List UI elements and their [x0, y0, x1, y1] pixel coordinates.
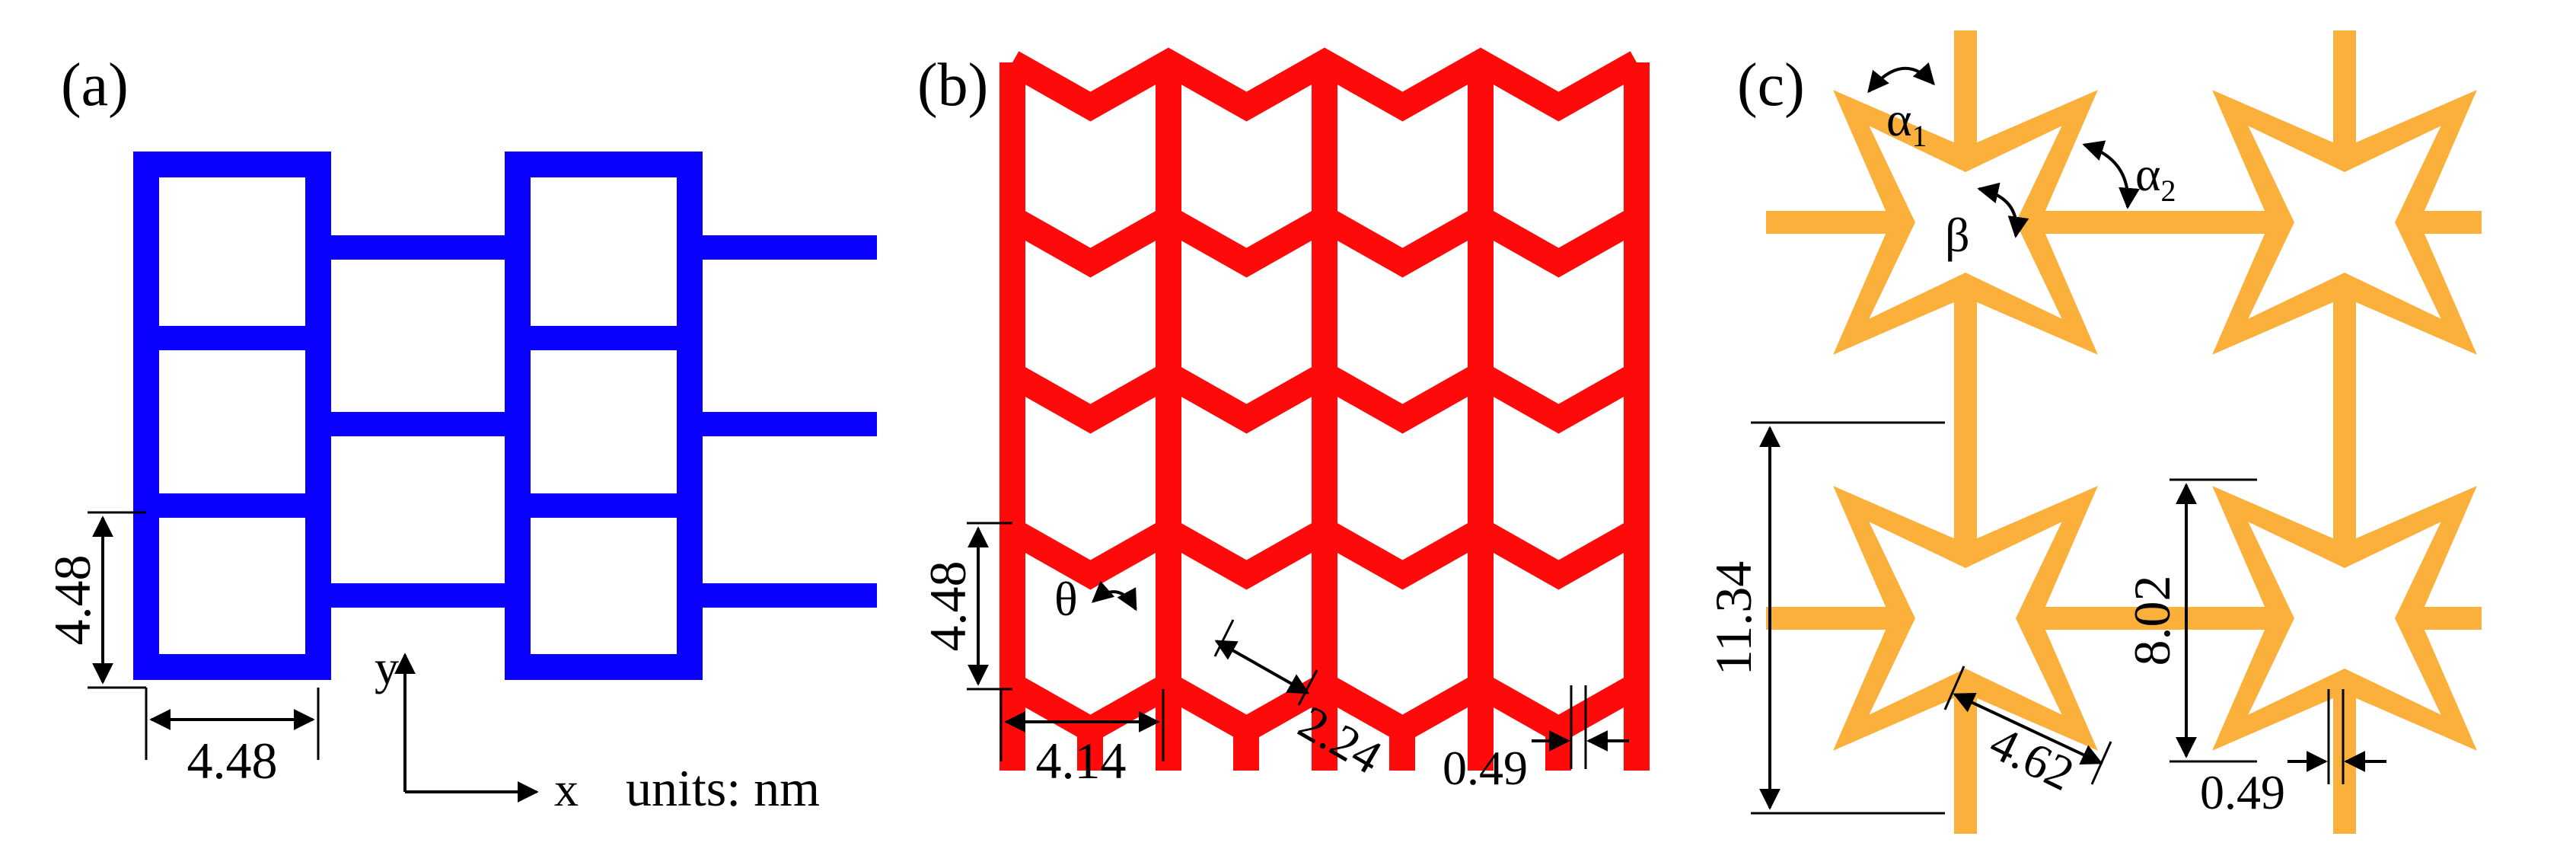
panel-a-right-frame — [505, 152, 703, 680]
panel-c-alpha2-subscript: 2 — [2161, 174, 2176, 208]
panel-c-star — [1833, 90, 2098, 355]
panel-a-axes: y x units: nm — [375, 640, 820, 817]
panel-b-dim-width: 0.49 — [1443, 685, 1629, 795]
panel-c-star — [2212, 486, 2477, 751]
panel-c-star-interior — [1869, 126, 2062, 319]
panel-c-dim-inner-value: 8.02 — [2123, 576, 2181, 666]
panel-a-label: (a) — [61, 52, 129, 119]
panel-c-star-interior — [2248, 522, 2441, 715]
panel-a-lattice — [133, 152, 877, 680]
y-axis-label: y — [375, 640, 399, 694]
svg-text:α1: α1 — [1886, 92, 1927, 153]
panel-b-angle: θ — [1054, 572, 1137, 626]
panel-b-dim-width-value: 0.49 — [1443, 741, 1528, 795]
panel-b-dim-horizontal-value: 4.14 — [1036, 732, 1127, 790]
x-axis-label: x — [554, 762, 579, 816]
panel-c-angle-alpha2: α2 — [2082, 140, 2176, 209]
panel-c-dim-outer: 11.34 — [1704, 421, 1945, 815]
panel-c-alpha2-symbol: α — [2135, 147, 2161, 201]
panel-c-alpha1-subscript: 1 — [1912, 119, 1927, 153]
panel-c: (c) α1 α2 β 11.34 8.02 — [1704, 30, 2482, 834]
panel-a: (a) 4.48 4.48 — [43, 52, 877, 817]
panel-a-dim-horizontal: 4.48 — [145, 688, 320, 790]
panel-c-angle-beta: β — [1945, 182, 2029, 262]
panel-a-dim-horizontal-value: 4.48 — [187, 732, 278, 790]
panel-c-star-interior — [1869, 522, 2062, 715]
panel-b-dim-vertical: 4.48 — [919, 522, 1012, 691]
panel-a-dim-vertical-value: 4.48 — [43, 555, 101, 646]
panel-a-left-frame — [133, 152, 331, 680]
panel-a-dim-vertical: 4.48 — [43, 511, 146, 689]
panel-c-beta-label: β — [1945, 208, 1970, 262]
panel-c-dim-width-value: 0.49 — [2200, 765, 2285, 819]
panel-c-lattice — [1766, 30, 2482, 834]
panel-b-angle-label: θ — [1054, 572, 1078, 626]
panel-b: (b) θ 4.48 4.14 2.24 — [917, 47, 1650, 795]
panel-b-label: (b) — [917, 52, 988, 119]
panel-c-dim-outer-value: 11.34 — [1704, 561, 1762, 675]
panel-c-dim-width: 0.49 — [2200, 689, 2386, 819]
panel-c-alpha1-symbol: α — [1886, 92, 1912, 146]
units-label: units: nm — [626, 759, 820, 817]
panel-b-dim-vertical-value: 4.48 — [919, 561, 977, 652]
svg-text:α2: α2 — [2135, 147, 2176, 208]
panel-c-angle-alpha1: α1 — [1867, 62, 1935, 153]
panel-c-label: (c) — [1737, 52, 1805, 119]
panel-b-dim-horizontal: 4.14 — [999, 689, 1165, 790]
panel-c-star — [2212, 90, 2477, 355]
panel-c-dim-inner: 8.02 — [2123, 478, 2257, 763]
panel-c-star-interior — [2248, 126, 2441, 319]
panel-c-star — [1833, 486, 2098, 751]
panel-b-lattice — [999, 47, 1650, 771]
